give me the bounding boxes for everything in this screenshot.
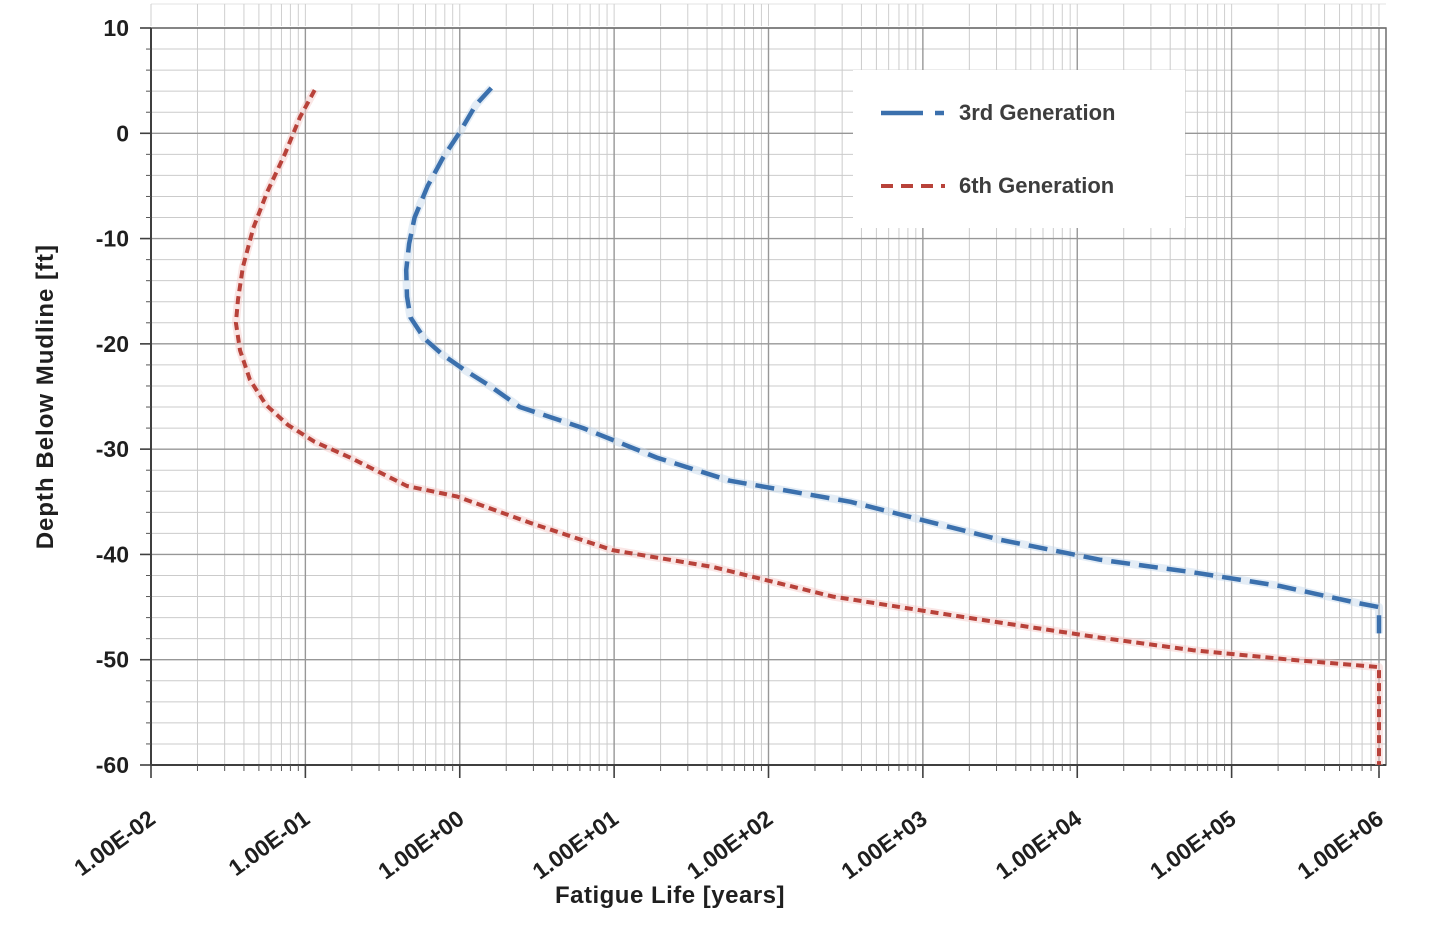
svg-text:-40: -40 xyxy=(96,541,129,567)
svg-text:1.00E+05: 1.00E+05 xyxy=(1145,805,1241,884)
x-tick-labels: 1.00E-02 1.00E-01 1.00E+00 1.00E+01 1.00E+02… xyxy=(69,805,1388,884)
svg-text:-20: -20 xyxy=(96,331,129,357)
y-axis-title: Depth Below Mudline [ft] xyxy=(26,28,66,765)
svg-text:1.00E+04: 1.00E+04 xyxy=(991,805,1087,884)
svg-text:-50: -50 xyxy=(96,647,129,673)
y-axis-title-text: Depth Below Mudline [ft] xyxy=(32,243,59,550)
x-axis-title: Fatigue Life [years] xyxy=(554,882,786,909)
svg-text:1.00E+02: 1.00E+02 xyxy=(682,805,777,884)
svg-text:-60: -60 xyxy=(96,752,129,778)
svg-text:1.00E+06: 1.00E+06 xyxy=(1292,805,1387,884)
axis-ticks xyxy=(140,27,1380,778)
svg-text:1.00E+03: 1.00E+03 xyxy=(836,805,931,884)
y-tick-labels: 10 0 -10 -20 -30 -40 -50 -60 xyxy=(96,15,129,778)
legend: 3rd Generation 6th Generation xyxy=(853,70,1185,228)
svg-text:1.00E-02: 1.00E-02 xyxy=(69,805,160,881)
legend-item-6th-generation: 6th Generation xyxy=(879,173,1185,199)
legend-label-3rd-generation: 3rd Generation xyxy=(959,99,1116,125)
svg-text:1.00E+01: 1.00E+01 xyxy=(528,805,624,884)
legend-line-sample-6th-generation-icon xyxy=(881,183,945,188)
svg-text:-10: -10 xyxy=(96,226,129,252)
svg-text:10: 10 xyxy=(103,15,129,41)
svg-text:-30: -30 xyxy=(96,436,129,462)
legend-item-3rd-generation: 3rd Generation xyxy=(879,100,1185,126)
top-minor-ticks xyxy=(150,3,1386,26)
svg-text:0: 0 xyxy=(116,120,129,146)
legend-line-sample-3rd-generation-icon xyxy=(881,110,945,115)
legend-label-6th-generation: 6th Generation xyxy=(959,172,1115,198)
series-6th-generation xyxy=(231,88,1383,765)
svg-text:1.00E+00: 1.00E+00 xyxy=(373,805,468,884)
series-3rd-generation xyxy=(402,85,1383,634)
svg-text:1.00E-01: 1.00E-01 xyxy=(224,805,315,881)
